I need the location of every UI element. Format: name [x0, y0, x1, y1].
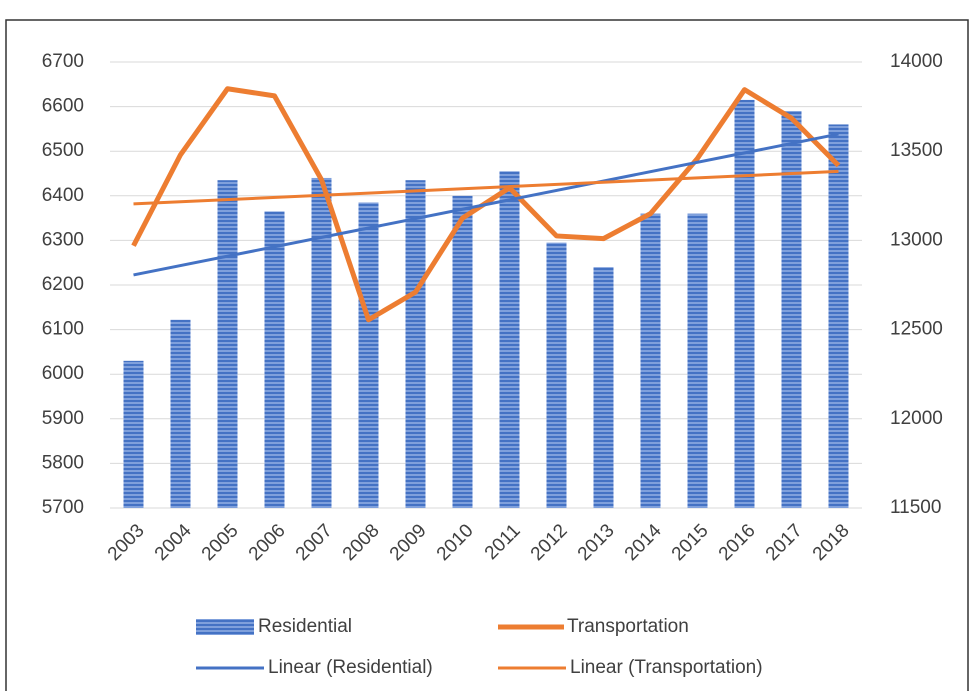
- bar: [170, 319, 191, 508]
- legend-swatch: [196, 619, 254, 635]
- y-tick-label: 6400: [42, 185, 84, 206]
- chart-border: [5, 19, 969, 696]
- y-tick-label: 5900: [42, 408, 84, 429]
- y-tick-label: 6000: [42, 363, 84, 384]
- trendline: [133, 169, 839, 206]
- bar: [687, 213, 708, 508]
- bar: [123, 360, 144, 508]
- x-tick-label: 2007: [292, 520, 337, 565]
- y2-tick-label: 11500: [890, 497, 941, 518]
- bar: [781, 111, 802, 508]
- x-tick-label: 2012: [527, 520, 572, 565]
- legend-label: Transportation: [567, 616, 689, 637]
- y-tick-label: 6300: [42, 229, 84, 250]
- x-tick-label: 2009: [386, 520, 431, 565]
- trendline: [133, 132, 839, 277]
- y2-tick-label: 12500: [890, 319, 943, 340]
- bar: [358, 202, 379, 509]
- y2-tick-label: 12000: [890, 408, 943, 429]
- bar: [640, 213, 661, 508]
- y2-tick-label: 13000: [890, 229, 943, 250]
- y-tick-label: 5800: [42, 452, 84, 473]
- bar: [499, 171, 520, 508]
- x-tick-label: 2004: [151, 520, 196, 565]
- bar: [405, 180, 426, 508]
- y-tick-label: 6500: [42, 140, 84, 161]
- x-tick-label: 2011: [481, 520, 525, 564]
- x-tick-label: 2015: [668, 520, 713, 565]
- legend-label: Residential: [258, 616, 352, 637]
- bar: [734, 99, 755, 508]
- x-tick-label: 2013: [574, 520, 619, 565]
- x-tick-label: 2005: [198, 520, 243, 565]
- y-tick-label: 6100: [42, 319, 84, 340]
- legend-label: Linear (Residential): [268, 657, 433, 678]
- legend-label: Linear (Transportation): [570, 657, 763, 678]
- bar: [828, 124, 849, 508]
- line: [131, 86, 841, 323]
- x-tick-label: 2010: [433, 520, 478, 565]
- y-tick-label: 6600: [42, 96, 84, 117]
- x-tick-label: 2014: [621, 520, 666, 565]
- bar: [311, 177, 332, 508]
- x-tick-label: 2003: [104, 520, 149, 565]
- y-tick-label: 6700: [42, 51, 84, 72]
- bar: [217, 180, 238, 508]
- x-tick-label: 2018: [809, 520, 854, 565]
- y2-tick-label: 13500: [890, 140, 943, 161]
- y-tick-label: 6200: [42, 274, 84, 295]
- bar: [546, 242, 567, 508]
- bar: [264, 211, 285, 508]
- bar: [593, 267, 614, 508]
- bar: [452, 195, 473, 509]
- x-tick-label: 2006: [245, 520, 290, 565]
- y-tick-label: 5700: [42, 497, 84, 518]
- x-tick-label: 2017: [762, 520, 807, 565]
- y2-tick-label: 14000: [890, 51, 943, 72]
- x-tick-label: 2016: [715, 520, 760, 565]
- x-tick-label: 2008: [339, 520, 384, 565]
